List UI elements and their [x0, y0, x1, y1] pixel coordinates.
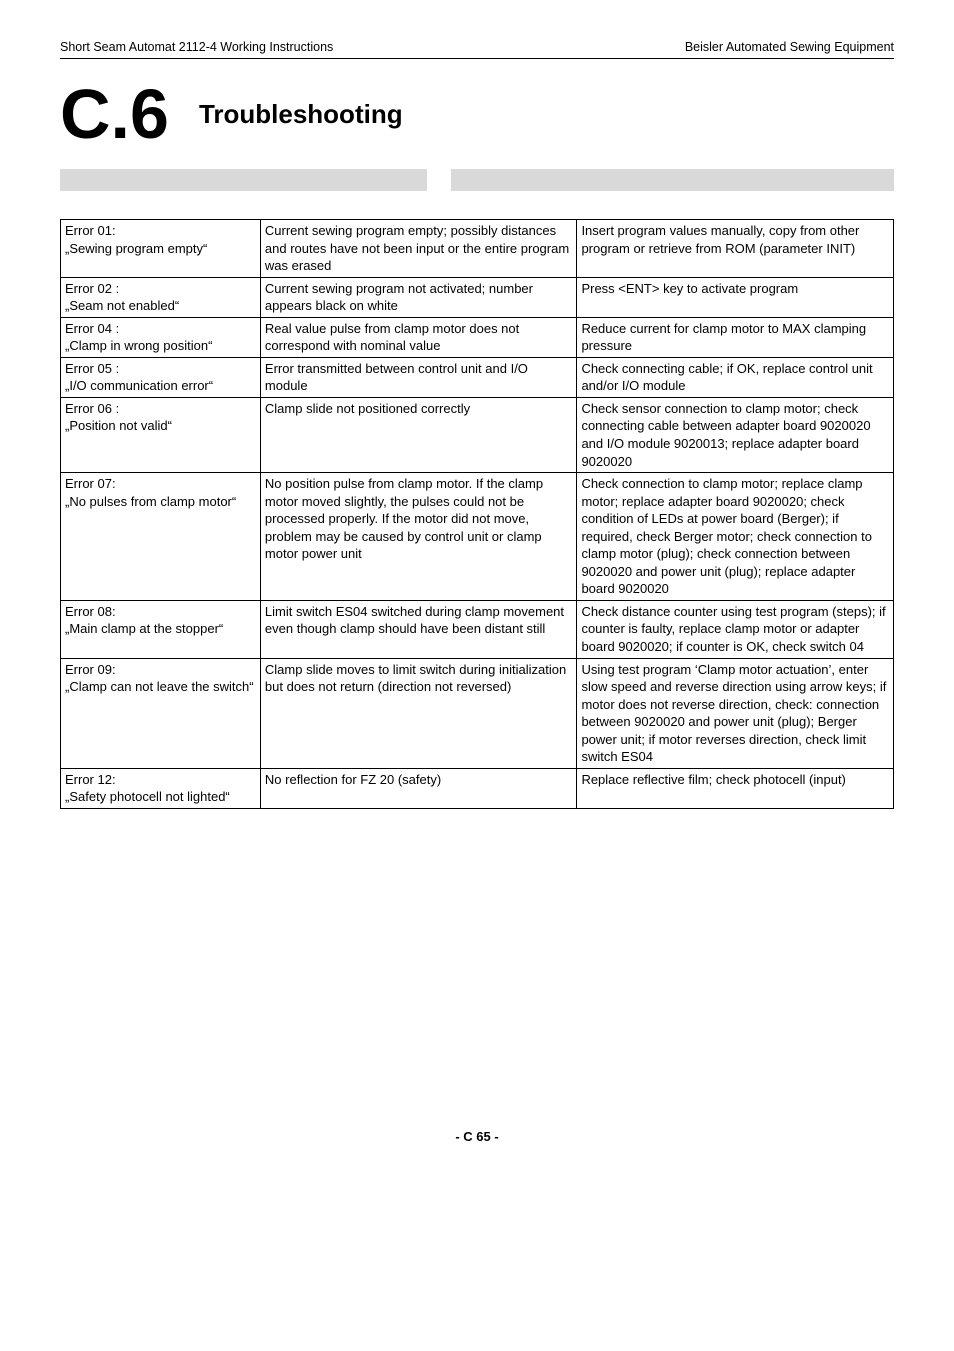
- error-cell: Error 07:„No pulses from clamp motor“: [61, 473, 261, 601]
- cause-cell: Current sewing program not activated; nu…: [260, 277, 577, 317]
- error-cell: Error 04 :„Clamp in wrong position“: [61, 317, 261, 357]
- cause-cell: Real value pulse from clamp motor does n…: [260, 317, 577, 357]
- error-cell: Error 09:„Clamp can not leave the switch…: [61, 658, 261, 768]
- cause-cell: No position pulse from clamp motor. If t…: [260, 473, 577, 601]
- table-row: Error 05 :„I/O communication error“Error…: [61, 357, 894, 397]
- chapter-title: Troubleshooting: [199, 99, 403, 130]
- error-cell: Error 08:„Main clamp at the stopper“: [61, 600, 261, 658]
- cause-cell: No reflection for FZ 20 (safety): [260, 768, 577, 808]
- page-footer: - C 65 -: [60, 1129, 894, 1144]
- error-cell: Error 05 :„I/O communication error“: [61, 357, 261, 397]
- header-left: Short Seam Automat 2112-4 Working Instru…: [60, 40, 333, 54]
- error-cell: Error 02 :„Seam not enabled“: [61, 277, 261, 317]
- error-cell: Error 12:„Safety photocell not lighted“: [61, 768, 261, 808]
- remedy-cell: Using test program ‘Clamp motor actuatio…: [577, 658, 894, 768]
- remedy-cell: Check sensor connection to clamp motor; …: [577, 397, 894, 472]
- remedy-cell: Check distance counter using test progra…: [577, 600, 894, 658]
- page-header: Short Seam Automat 2112-4 Working Instru…: [60, 40, 894, 59]
- remedy-cell: Check connecting cable; if OK, replace c…: [577, 357, 894, 397]
- grey-bar-right: [451, 169, 894, 191]
- table-row: Error 02 :„Seam not enabled“Current sewi…: [61, 277, 894, 317]
- grey-bar-row: [60, 169, 894, 191]
- cause-cell: Error transmitted between control unit a…: [260, 357, 577, 397]
- remedy-cell: Check connection to clamp motor; replace…: [577, 473, 894, 601]
- chapter-title-block: C.6 Troubleshooting: [60, 79, 894, 149]
- error-cell: Error 01:„Sewing program empty“: [61, 220, 261, 278]
- table-row: Error 12:„Safety photocell not lighted“N…: [61, 768, 894, 808]
- table-row: Error 09:„Clamp can not leave the switch…: [61, 658, 894, 768]
- cause-cell: Clamp slide not positioned correctly: [260, 397, 577, 472]
- remedy-cell: Reduce current for clamp motor to MAX cl…: [577, 317, 894, 357]
- table-row: Error 07:„No pulses from clamp motor“No …: [61, 473, 894, 601]
- table-row: Error 04 :„Clamp in wrong position“Real …: [61, 317, 894, 357]
- header-right: Beisler Automated Sewing Equipment: [685, 40, 894, 54]
- troubleshooting-table: Error 01:„Sewing program empty“Current s…: [60, 219, 894, 809]
- grey-bar-left: [60, 169, 427, 191]
- cause-cell: Clamp slide moves to limit switch during…: [260, 658, 577, 768]
- remedy-cell: Insert program values manually, copy fro…: [577, 220, 894, 278]
- chapter-number: C.6: [60, 79, 169, 149]
- table-row: Error 01:„Sewing program empty“Current s…: [61, 220, 894, 278]
- remedy-cell: Replace reflective film; check photocell…: [577, 768, 894, 808]
- table-row: Error 08:„Main clamp at the stopper“Limi…: [61, 600, 894, 658]
- cause-cell: Limit switch ES04 switched during clamp …: [260, 600, 577, 658]
- remedy-cell: Press <ENT> key to activate program: [577, 277, 894, 317]
- table-row: Error 06 :„Position not valid“Clamp slid…: [61, 397, 894, 472]
- error-cell: Error 06 :„Position not valid“: [61, 397, 261, 472]
- cause-cell: Current sewing program empty; possibly d…: [260, 220, 577, 278]
